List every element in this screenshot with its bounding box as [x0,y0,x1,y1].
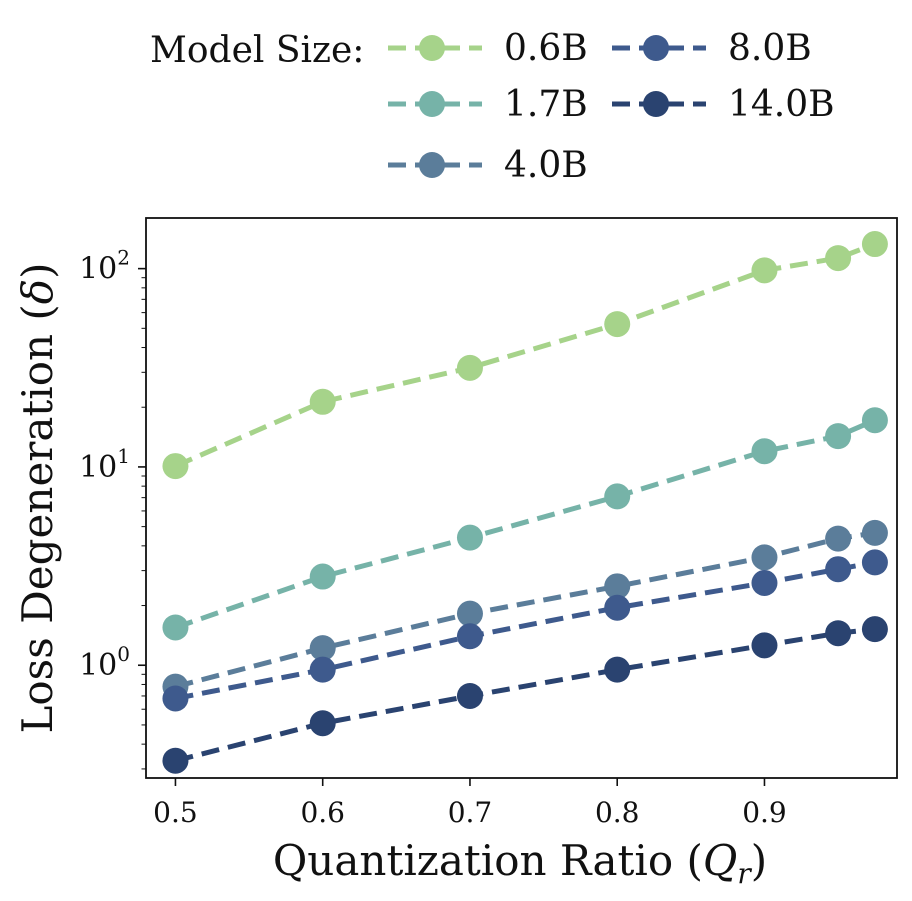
y-tick-label: 100 [79,642,130,683]
data-point [861,549,888,576]
legend-swatch-marker [419,91,445,117]
x-tick-label: 0.5 [153,796,198,829]
data-point [751,544,778,571]
data-point [162,453,189,480]
series-4.0B [162,519,888,700]
legend-swatch-marker [643,35,669,61]
data-point [751,438,778,465]
data-point [309,635,336,662]
legend: Model Size: 0.6B 1.7B 4.0B 8.0B 14.0B [150,28,835,186]
data-point [162,685,189,712]
data-point [456,623,483,650]
data-point [604,656,631,683]
data-point [456,682,483,709]
series-14.0B [162,616,888,774]
data-point [751,569,778,596]
data-point [825,556,852,583]
data-point [162,614,189,641]
y-tick-label: 102 [79,246,130,287]
legend-entry-4.0B: 4.0B [388,145,588,186]
legend-entry-1.7B: 1.7B [388,84,588,125]
data-point [825,620,852,647]
legend-entry-14.0B: 14.0B [612,84,835,125]
legend-swatch-marker [419,35,445,61]
y-tick-label: 101 [79,444,130,485]
legend-entry-8.0B: 8.0B [612,28,812,69]
data-point [604,594,631,621]
data-point [825,245,852,272]
series-0.6B [162,231,888,480]
legend-label: 1.7B [504,84,588,125]
data-point [751,257,778,284]
data-point [309,563,336,590]
y-axis-title: Loss Degeneration (δ) [13,263,62,734]
x-tick-label: 0.7 [448,796,493,829]
data-point [861,407,888,434]
series-8.0B [162,549,888,712]
series-1.7B [162,407,888,641]
plot-area [145,217,898,779]
legend-title: Model Size: [150,30,364,71]
data-point [456,600,483,627]
data-point [456,354,483,381]
x-tick-label: 0.8 [595,796,640,829]
legend-swatch-marker [419,152,445,178]
legend-label: 0.6B [504,28,588,69]
data-point [309,388,336,415]
x-tick-label: 0.9 [742,796,787,829]
data-point [751,632,778,659]
data-point [456,524,483,551]
data-point [825,525,852,552]
y-axis-ticks: 100 101 102 [79,246,146,770]
legend-entry-0.6B: 0.6B [388,28,588,69]
data-point [309,656,336,683]
data-point [604,573,631,600]
data-point [861,519,888,546]
data-point [604,311,631,338]
axes-frame [145,217,898,779]
legend-label: 4.0B [504,145,588,186]
data-point [861,616,888,643]
data-point [861,231,888,258]
data-point [162,747,189,774]
data-point [825,423,852,450]
data-point [309,710,336,737]
legend-label: 14.0B [728,84,835,125]
data-point [604,483,631,510]
legend-swatch-marker [643,91,669,117]
x-tick-label: 0.6 [300,796,345,829]
legend-label: 8.0B [728,28,812,69]
series-layer [162,231,888,774]
x-axis-title: Quantization Ratio (Qr) [273,836,767,890]
x-axis-ticks: 0.5 0.6 0.7 0.8 0.9 [153,778,787,829]
